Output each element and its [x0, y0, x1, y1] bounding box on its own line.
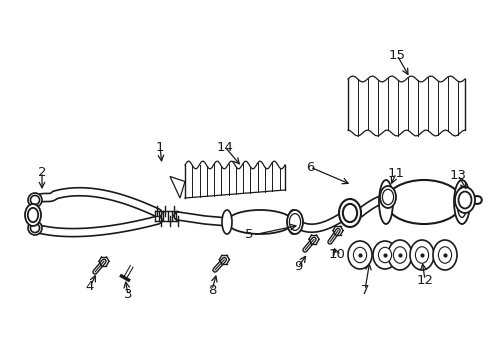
Ellipse shape	[382, 189, 393, 205]
Text: 8: 8	[207, 284, 216, 297]
Ellipse shape	[414, 247, 427, 263]
Text: 1: 1	[156, 140, 164, 153]
Ellipse shape	[28, 208, 38, 222]
Text: 6: 6	[305, 161, 314, 174]
Ellipse shape	[347, 241, 371, 269]
Text: 14: 14	[216, 140, 233, 153]
Ellipse shape	[378, 247, 391, 263]
Ellipse shape	[454, 187, 474, 213]
Ellipse shape	[456, 186, 466, 217]
Ellipse shape	[289, 213, 300, 230]
Ellipse shape	[432, 240, 456, 270]
Text: 5: 5	[244, 229, 252, 242]
Polygon shape	[170, 176, 184, 198]
Ellipse shape	[392, 247, 406, 263]
Ellipse shape	[226, 210, 292, 234]
Text: 4: 4	[85, 280, 94, 293]
Ellipse shape	[222, 210, 231, 234]
Ellipse shape	[453, 180, 469, 224]
Ellipse shape	[353, 247, 366, 263]
Text: 11: 11	[386, 166, 404, 180]
Ellipse shape	[338, 199, 360, 227]
Ellipse shape	[458, 192, 470, 208]
Text: 3: 3	[123, 288, 132, 302]
Text: 12: 12	[416, 274, 433, 287]
Ellipse shape	[385, 180, 461, 224]
Ellipse shape	[28, 193, 42, 207]
Ellipse shape	[25, 204, 41, 226]
Text: 15: 15	[387, 49, 405, 62]
Ellipse shape	[287, 210, 297, 234]
Ellipse shape	[438, 247, 451, 263]
Text: 9: 9	[293, 261, 302, 274]
Ellipse shape	[30, 195, 40, 204]
Ellipse shape	[372, 241, 396, 269]
Text: 13: 13	[448, 168, 466, 181]
Ellipse shape	[387, 240, 411, 270]
Ellipse shape	[379, 186, 395, 208]
Ellipse shape	[28, 221, 42, 235]
Ellipse shape	[286, 210, 303, 234]
Text: 7: 7	[360, 284, 368, 297]
Ellipse shape	[30, 224, 40, 233]
Text: 10: 10	[328, 248, 345, 261]
Text: 2: 2	[38, 166, 46, 179]
Ellipse shape	[409, 240, 433, 270]
Ellipse shape	[378, 180, 392, 224]
Ellipse shape	[342, 204, 356, 222]
